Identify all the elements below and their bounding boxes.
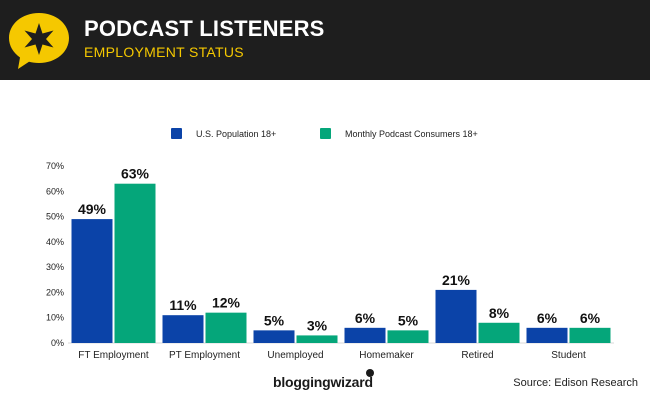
- x-tick-label: Homemaker: [359, 350, 414, 361]
- bar-podcast-consumers: [205, 312, 247, 343]
- page-subtitle: EMPLOYMENT STATUS: [84, 44, 244, 60]
- brand-logo-text: bloggingwizard: [273, 374, 373, 390]
- y-tick-label: 40%: [46, 237, 64, 247]
- bar-podcast-consumers: [478, 322, 520, 343]
- legend-swatch-podcast-consumers: [320, 128, 331, 139]
- x-tick-label: Retired: [461, 350, 493, 361]
- bar-podcast-consumers: [114, 183, 156, 343]
- legend-item-us-population: U.S. Population 18+: [171, 128, 276, 139]
- bar-us-population: [162, 315, 204, 343]
- x-tick-label: PT Employment: [169, 350, 240, 361]
- y-tick-label: 20%: [46, 287, 64, 297]
- bar-podcast-consumers: [569, 327, 611, 343]
- y-tick-label: 0%: [51, 338, 64, 348]
- y-tick-label: 10%: [46, 313, 64, 323]
- source-note: Source: Edison Research: [513, 377, 638, 389]
- data-label: 12%: [212, 295, 241, 311]
- y-tick-label: 70%: [46, 161, 64, 171]
- bar-podcast-consumers: [296, 335, 338, 343]
- data-label: 63%: [121, 166, 150, 182]
- chart-legend: U.S. Population 18+ Monthly Podcast Cons…: [0, 128, 650, 148]
- data-label: 3%: [307, 317, 328, 333]
- data-label: 5%: [264, 312, 285, 328]
- legend-label-podcast-consumers: Monthly Podcast Consumers 18+: [345, 128, 478, 139]
- data-label: 6%: [537, 310, 558, 326]
- legend-swatch-us-population: [171, 128, 182, 139]
- legend-label-us-population: U.S. Population 18+: [196, 128, 277, 139]
- data-label: 6%: [580, 310, 601, 326]
- bar-us-population: [253, 330, 295, 343]
- bar-us-population: [344, 327, 386, 343]
- x-tick-label: Unemployed: [267, 350, 323, 361]
- page-title: PODCAST LISTENERS: [84, 16, 325, 41]
- legend-item-podcast-consumers: Monthly Podcast Consumers 18+: [320, 128, 478, 139]
- bar-podcast-consumers: [387, 330, 429, 343]
- data-label: 21%: [442, 272, 471, 288]
- y-tick-label: 50%: [46, 212, 64, 222]
- x-tick-label: FT Employment: [78, 350, 149, 361]
- star-speech-bubble-icon: [9, 13, 69, 69]
- bar-us-population: [526, 327, 568, 343]
- brand-dot-icon: [366, 369, 374, 377]
- header-banner: PODCAST LISTENERS EMPLOYMENT STATUS: [0, 0, 650, 80]
- x-tick-label: Student: [551, 350, 586, 361]
- bar-us-population: [71, 219, 113, 343]
- data-label: 49%: [78, 201, 107, 217]
- y-tick-label: 30%: [46, 262, 64, 272]
- y-tick-label: 60%: [46, 186, 64, 196]
- data-label: 5%: [398, 312, 419, 328]
- data-label: 8%: [489, 305, 510, 321]
- data-label: 11%: [169, 297, 197, 313]
- bar-us-population: [435, 289, 477, 343]
- data-label: 6%: [355, 310, 376, 326]
